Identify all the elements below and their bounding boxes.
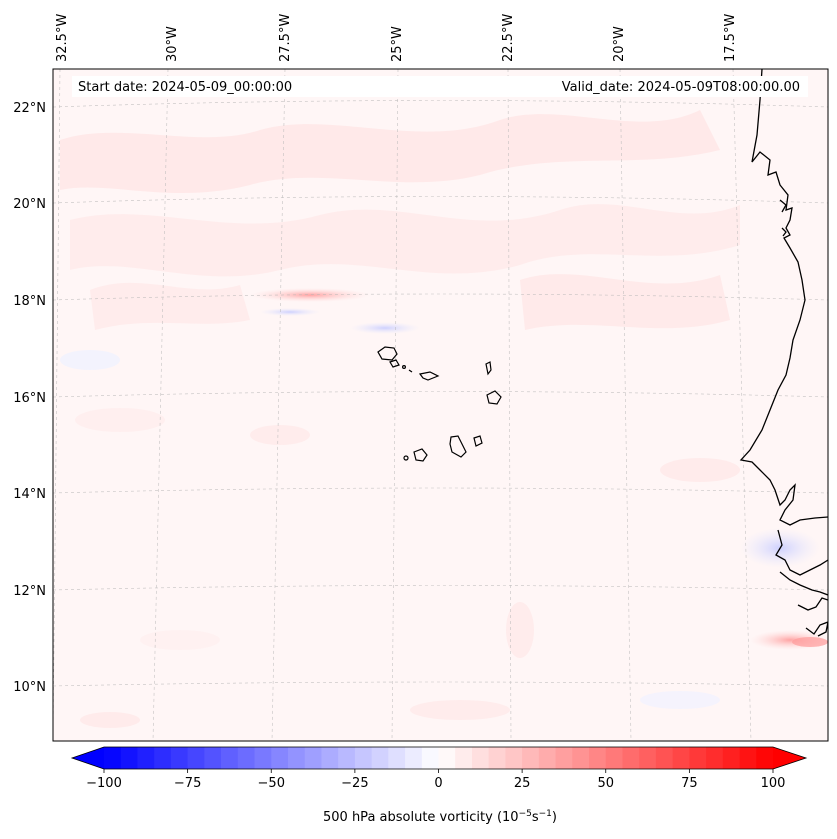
- lat-label-20n: 20°N: [13, 197, 46, 212]
- colorbar-bin: [639, 747, 657, 769]
- colorbar-low-extension: [72, 747, 104, 769]
- colorbar-bin: [706, 747, 724, 769]
- colorbar-bin: [488, 747, 506, 769]
- colorbar-bin: [187, 747, 205, 769]
- colorbar-bin: [137, 747, 155, 769]
- lat-label-12n: 12°N: [13, 584, 46, 599]
- lat-label-10n: 10°N: [13, 680, 46, 695]
- colorbar-bin: [338, 747, 356, 769]
- lat-label-16n: 16°N: [13, 391, 46, 406]
- colorbar-ticks: −100 −75 −50 −25 0 25 50 75 100: [86, 769, 785, 791]
- colorbar-bin: [522, 747, 540, 769]
- colorbar-label: 500 hPa absolute vorticity (10−5s−1): [323, 809, 557, 825]
- colorbar-bin: [104, 747, 122, 769]
- colorbar-tick-label: −25: [341, 776, 368, 791]
- lon-label-27-5w: 27.5°W: [278, 14, 293, 62]
- lon-label-32-5w: 32.5°W: [55, 14, 70, 62]
- colorbar-bin: [388, 747, 406, 769]
- african-coastline: [739, 69, 828, 637]
- colorbar-bin: [471, 747, 490, 769]
- colorbar-bin: [221, 747, 239, 769]
- valid-date-label: Valid_date: 2024-05-09T08:00:00.00: [562, 80, 800, 95]
- colorbar-bin: [538, 747, 556, 769]
- colorbar-bin: [371, 747, 389, 769]
- lat-label-18n: 18°N: [13, 294, 46, 309]
- colorbar-bin: [455, 747, 473, 769]
- colorbar-bin: [204, 747, 222, 769]
- colorbar-bin: [672, 747, 690, 769]
- colorbar-bin: [321, 747, 339, 769]
- colorbar-bin: [438, 747, 456, 769]
- colorbar-bin: [154, 747, 172, 769]
- colorbar-tick-label: 75: [681, 776, 698, 791]
- colorbar-bin: [421, 747, 439, 769]
- colorbar-bin: [237, 747, 255, 769]
- colorbar-tick-label: 50: [597, 776, 614, 791]
- colorbar-tick-label: 0: [434, 776, 442, 791]
- map-frame: [52, 68, 829, 742]
- colorbar-tick-label: 25: [514, 776, 531, 791]
- lon-label-25w: 25°W: [390, 26, 405, 62]
- colorbar-bin: [756, 747, 774, 769]
- colorbar-bin: [405, 747, 423, 769]
- cape-verde-islands: [377, 346, 502, 462]
- lon-label-17-5w: 17.5°W: [723, 14, 738, 62]
- colorbar-bin: [739, 747, 757, 769]
- latitude-labels: 22°N 20°N 18°N 16°N 14°N 12°N 10°N: [13, 101, 46, 695]
- lat-label-14n: 14°N: [13, 487, 46, 502]
- colorbar-tick-label: 100: [761, 776, 786, 791]
- colorbar-bin: [254, 747, 272, 769]
- colorbar-tick-label: −50: [258, 776, 285, 791]
- colorbar-bin: [287, 747, 306, 769]
- vorticity-patches: [60, 110, 828, 728]
- longitude-labels: 32.5°W 30°W 27.5°W 25°W 22.5°W 20°W 17.5…: [55, 14, 738, 62]
- colorbar-bin: [572, 747, 590, 769]
- colorbar-high-extension: [773, 747, 806, 769]
- lat-label-22n: 22°N: [13, 101, 46, 116]
- colorbar-bin: [589, 747, 607, 769]
- colorbar-bin: [170, 747, 189, 769]
- lon-label-30w: 30°W: [165, 26, 180, 62]
- info-banner: [72, 76, 808, 97]
- colorbar-bin: [304, 747, 322, 769]
- colorbar-bin: [505, 747, 523, 769]
- colorbar-bin: [622, 747, 640, 769]
- colorbar-bin: [271, 747, 289, 769]
- gridlines: [53, 69, 828, 741]
- colorbar-bin: [722, 747, 740, 769]
- colorbar-bin: [605, 747, 623, 769]
- colorbar-bin: [120, 747, 138, 769]
- lon-label-22-5w: 22.5°W: [501, 14, 516, 62]
- lon-label-20w: 20°W: [612, 26, 627, 62]
- colorbar-bin: [689, 747, 707, 769]
- start-date-label: Start date: 2024-05-09_00:00:00: [78, 80, 292, 95]
- colorbar-bin: [655, 747, 674, 769]
- colorbar: −100 −75 −50 −25 0 25 50 75 100 500 hPa absolute…: [70, 746, 808, 825]
- colorbar-bin: [555, 747, 573, 769]
- colorbar-tick-label: −75: [174, 776, 201, 791]
- colorbar-tick-label: −100: [86, 776, 122, 791]
- colorbar-bin: [354, 747, 372, 769]
- colorbar-bins: [104, 747, 774, 769]
